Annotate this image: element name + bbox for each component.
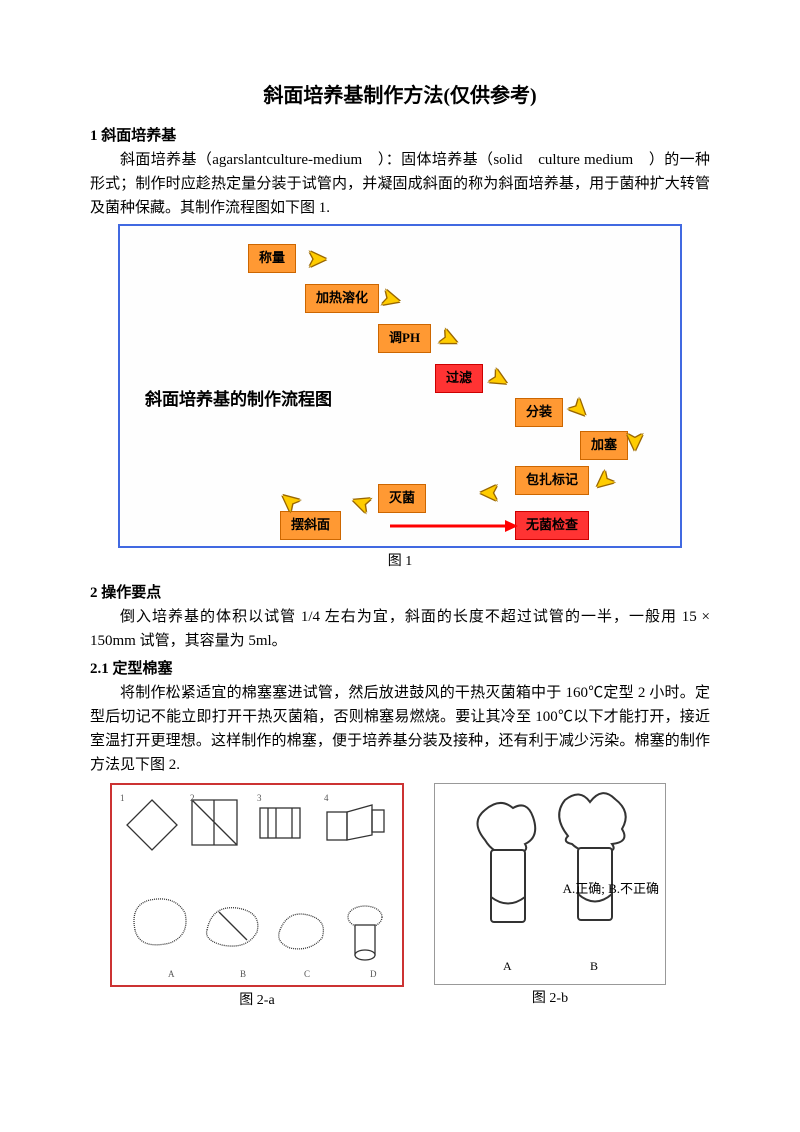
step-filter: 过滤 <box>435 364 483 393</box>
flow-arrow-icon: ➤ <box>433 319 465 359</box>
step-heat: 加热溶化 <box>305 284 379 313</box>
figure-1-caption: 图 1 <box>90 551 710 573</box>
figure-2b-label-text: A.正确; B.不正确 <box>563 879 659 900</box>
flow-arrow-icon: ➤ <box>482 359 516 399</box>
red-arrow-icon <box>390 516 520 536</box>
step-weigh: 称量 <box>248 244 296 273</box>
section-2-heading: 2 操作要点 <box>90 581 710 605</box>
figure-2a-caption: 图 2-a <box>110 990 404 1012</box>
label-4: 4 <box>324 791 329 805</box>
figure-2b-image: A.正确; B.不正确 A B <box>434 783 666 985</box>
section-2-1-heading: 2.1 定型棉塞 <box>90 657 710 681</box>
figure-2b-box: A.正确; B.不正确 A B 图 2-b <box>434 783 666 1018</box>
step-wrap: 包扎标记 <box>515 466 589 495</box>
section-2-1-paragraph: 将制作松紧适宜的棉塞塞进试管，然后放进鼓风的干热灭菌箱中于 160℃定型 2 小… <box>90 681 710 777</box>
label-b2: B <box>590 957 598 976</box>
label-2: 2 <box>190 791 195 805</box>
label-b: B <box>240 967 246 981</box>
cotton-fold-illustration <box>112 785 402 985</box>
figure-2a-box: 1 2 3 4 A B C D 图 2-a <box>110 783 404 1018</box>
section-2-paragraph: 倒入培养基的体积以试管 1/4 左右为宜，斜面的长度不超过试管的一半，一般用 1… <box>90 605 710 653</box>
flowchart-title: 斜面培养基的制作流程图 <box>145 386 332 413</box>
label-3: 3 <box>257 791 262 805</box>
step-sterilize: 灭菌 <box>378 484 426 513</box>
figure-2b-caption: 图 2-b <box>434 988 666 1010</box>
label-a2: A <box>503 957 512 976</box>
figure-2-row: 1 2 3 4 A B C D 图 2-a A.正确; B.不正确 A B 图 … <box>110 783 710 1018</box>
flow-arrow-icon: ➤ <box>480 476 498 511</box>
label-c: C <box>304 967 310 981</box>
step-ph: 调PH <box>378 324 431 353</box>
flow-arrow-icon: ➤ <box>618 432 653 450</box>
step-dispense: 分装 <box>515 398 563 427</box>
flow-arrow-icon: ➤ <box>308 241 326 276</box>
flow-arrow-icon: ➤ <box>560 390 598 428</box>
document-page: 斜面培养基制作方法(仅供参考) 1 斜面培养基 斜面培养基（agarslantc… <box>0 0 800 1059</box>
flow-arrow-icon: ➤ <box>347 484 376 523</box>
step-check: 无菌检查 <box>515 511 589 540</box>
flowchart-diagram: 斜面培养基的制作流程图 称量 加热溶化 调PH 过滤 分装 加塞 包扎标记 灭菌… <box>118 224 682 548</box>
flow-arrow-icon: ➤ <box>586 462 623 501</box>
flow-arrow-icon: ➤ <box>378 279 405 318</box>
label-d: D <box>370 967 377 981</box>
section-1-heading: 1 斜面培养基 <box>90 124 710 148</box>
label-1: 1 <box>120 791 125 805</box>
section-1-paragraph: 斜面培养基（agarslantculture-medium ）：固体培养基（so… <box>90 148 710 220</box>
figure-2a-image: 1 2 3 4 A B C D <box>110 783 404 987</box>
page-title: 斜面培养基制作方法(仅供参考) <box>90 80 710 112</box>
label-a: A <box>168 967 175 981</box>
